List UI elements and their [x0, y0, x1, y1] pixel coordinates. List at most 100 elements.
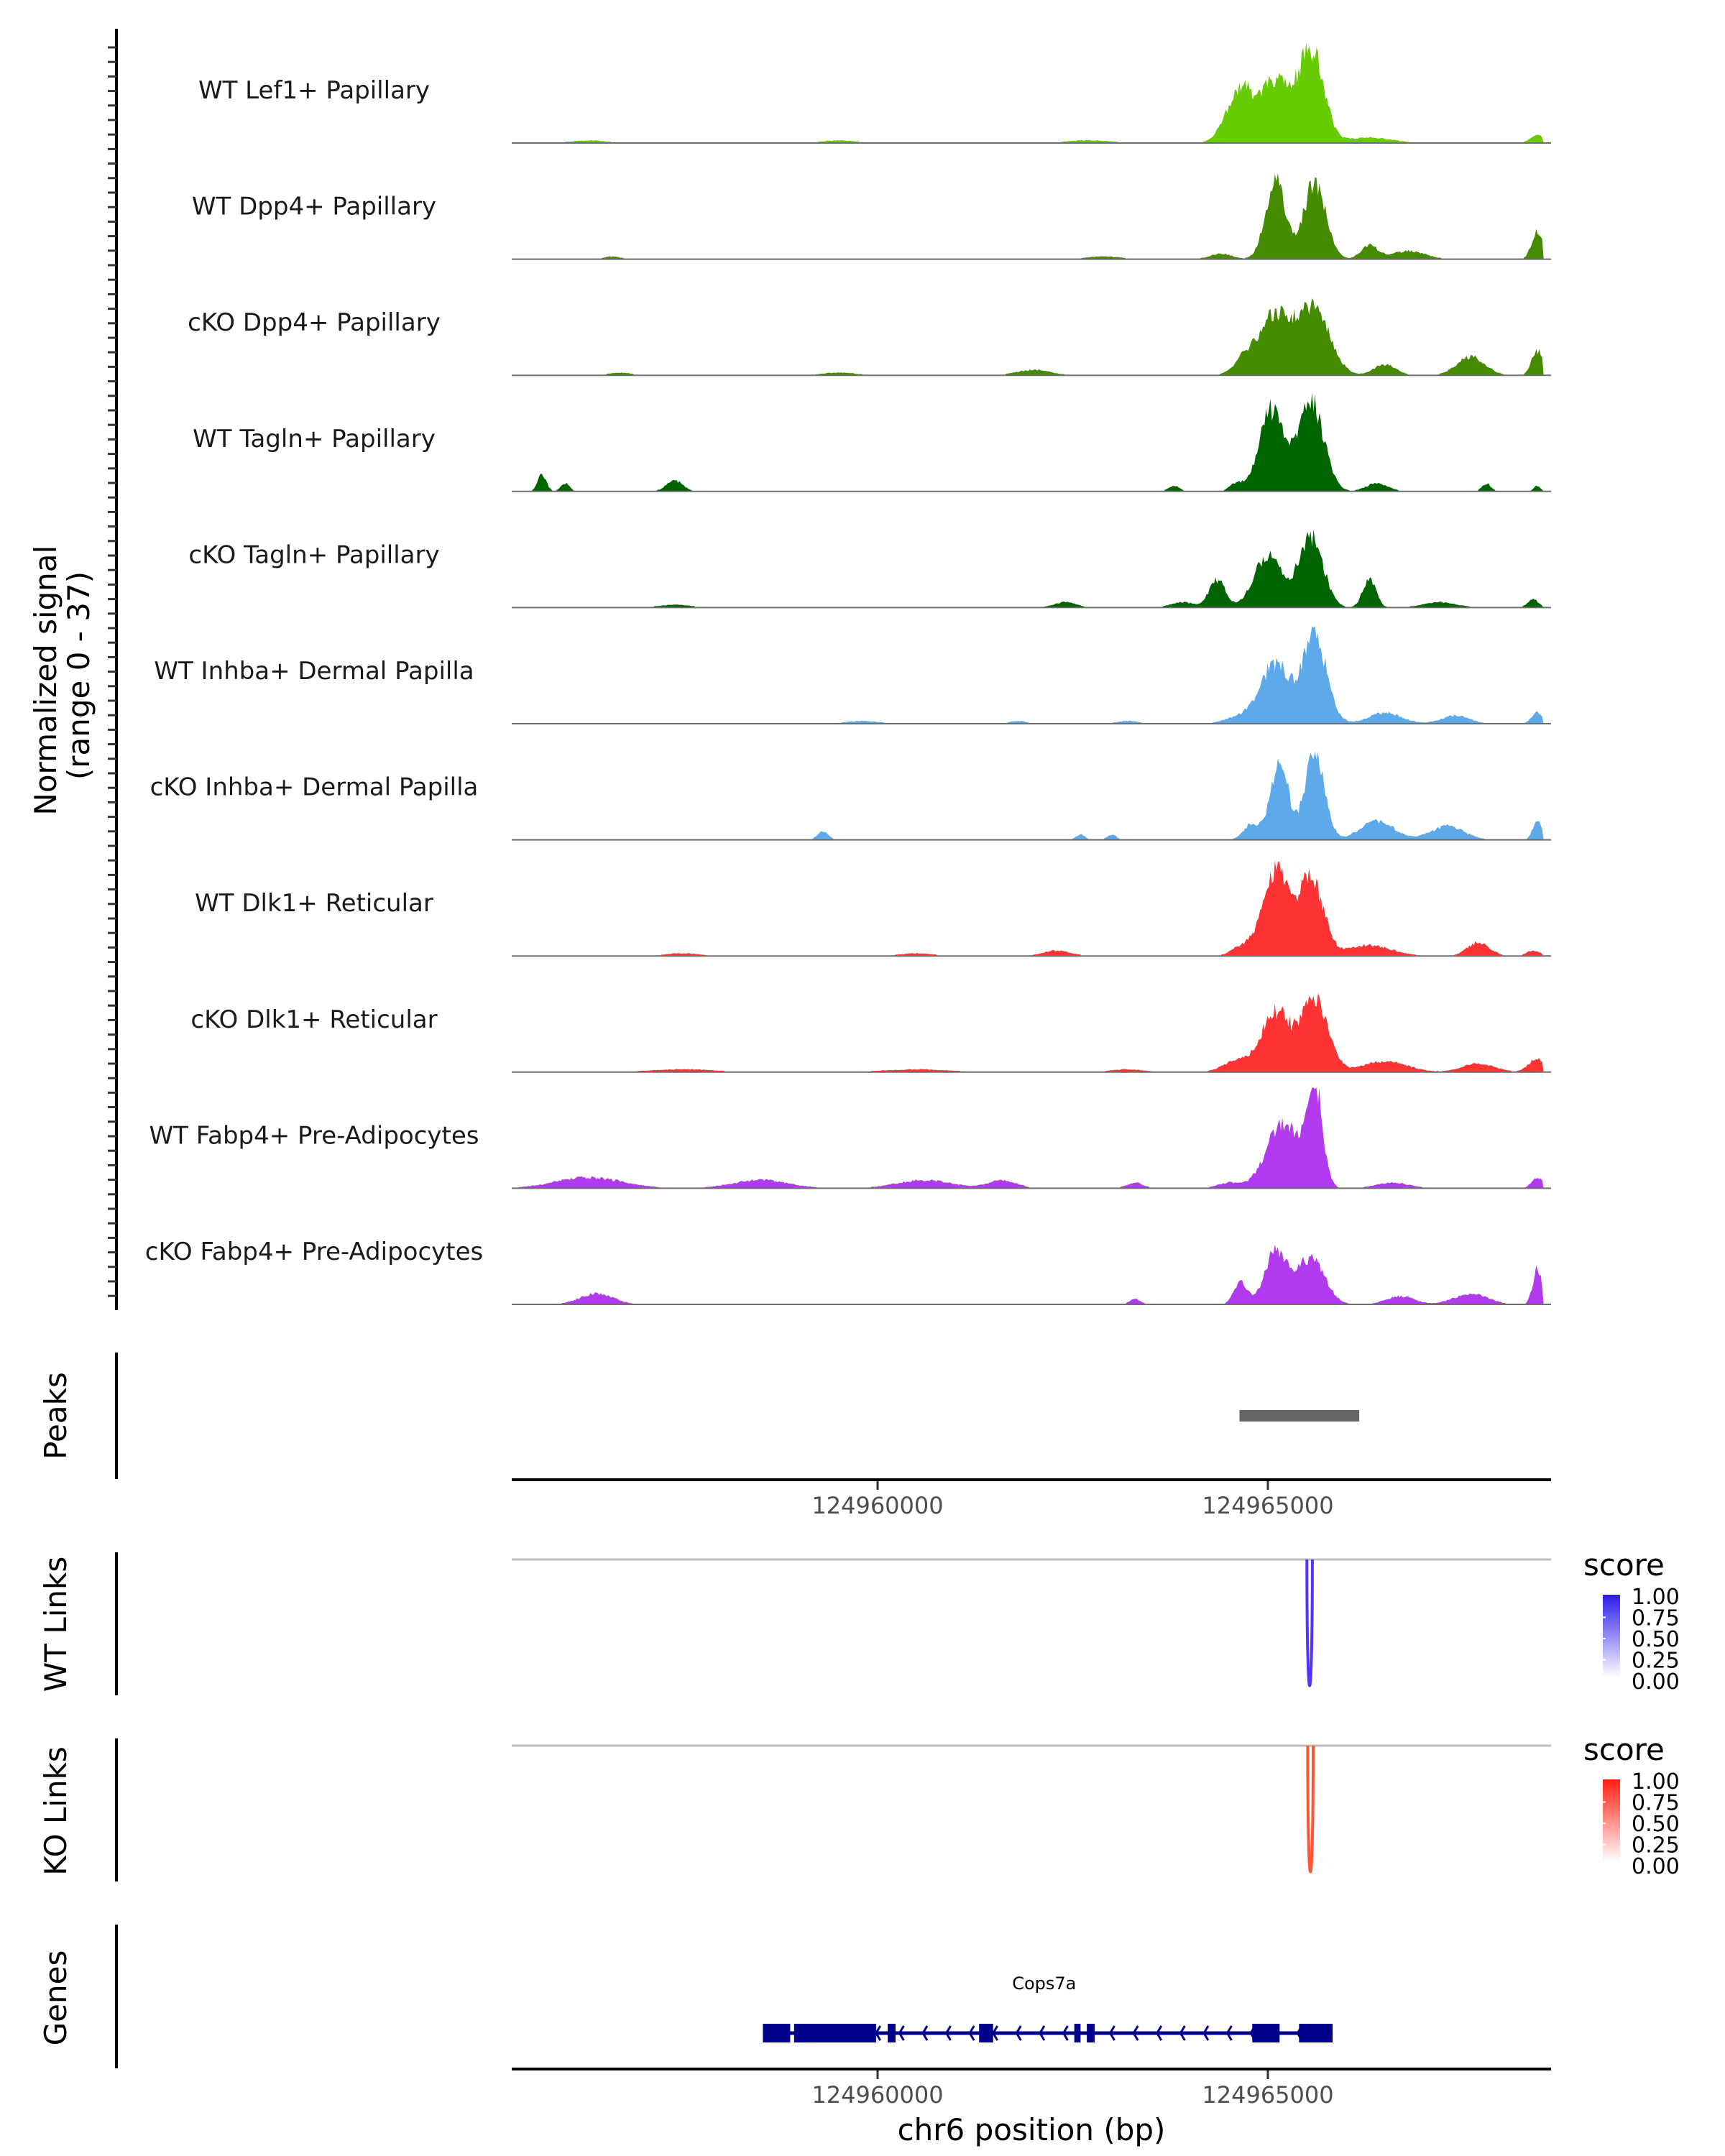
legend-tick-label: 0.50: [1632, 1627, 1680, 1652]
coverage-track: WT Dlk1+ Reticular: [195, 860, 1551, 957]
x-tick-label: 124965000: [1202, 2081, 1333, 2109]
wt-links-track-label: WT Links: [38, 1557, 73, 1692]
coverage-area: [512, 1244, 1551, 1304]
legend-tick-label: 0.50: [1632, 1812, 1680, 1837]
ko-legend-title: score: [1583, 1732, 1665, 1767]
coverage-area: [512, 993, 1551, 1072]
x-axis-title: chr6 position (bp): [898, 2112, 1166, 2147]
gene-exon: [888, 2024, 896, 2042]
coverage-y-ticks: [108, 46, 116, 1297]
x-tick-label: 124960000: [811, 2081, 943, 2109]
peak-regions: [1239, 1410, 1360, 1422]
strand-arrow: [1015, 2025, 1022, 2041]
genes-x-ticks: 124960000 124965000: [811, 2070, 1334, 2109]
strand-arrow: [968, 2025, 975, 2041]
strand-arrow: [1062, 2025, 1069, 2041]
coverage-track: WT Tagln+ Papillary: [193, 392, 1551, 492]
strand-arrow: [1202, 2025, 1210, 2041]
strand-arrow: [898, 2025, 905, 2041]
coverage-track: cKO Tagln+ Papillary: [188, 529, 1551, 609]
gene-exon: [852, 2024, 876, 2042]
gene-exon: [979, 2024, 993, 2042]
strand-arrow: [921, 2025, 929, 2041]
gene-exon: [1074, 2024, 1081, 2042]
legend-tick-label: 0.75: [1632, 1606, 1680, 1631]
gene-exon: [1299, 2024, 1333, 2042]
strand-arrow: [1132, 2025, 1139, 2041]
coverage-y-axis-title: Normalized signal (range 0 - 37): [28, 535, 96, 815]
ko-link-arc: [1306, 1745, 1315, 1874]
coverage-track: WT Fabp4+ Pre-Adipocytes: [150, 1087, 1551, 1189]
genes-track-label: Genes: [38, 1950, 73, 2046]
coverage-area: [512, 172, 1551, 259]
wt-legend-title: score: [1583, 1547, 1665, 1583]
x-tick-label: 124960000: [811, 1492, 943, 1519]
strand-arrow: [1225, 2025, 1233, 2041]
coverage-area: [512, 529, 1551, 608]
ko-legend-ticks: 1.000.750.500.250.00: [1603, 1769, 1680, 1879]
coverage-track: cKO Dpp4+ Papillary: [188, 298, 1551, 377]
ko-links-track: KO Links: [38, 1738, 1551, 1881]
coverage-track-label: cKO Fabp4+ Pre-Adipocytes: [145, 1238, 484, 1266]
strand-arrow: [1156, 2025, 1163, 2041]
coverage-area: [512, 751, 1551, 840]
coverage-area: [512, 626, 1551, 724]
legend-tick-label: 0.25: [1632, 1833, 1680, 1858]
gene-exon: [1087, 2024, 1095, 2042]
coverage-track-label: WT Dlk1+ Reticular: [195, 889, 433, 918]
peaks-x-ticks: 124960000 124965000: [811, 1481, 1334, 1519]
coverage-track: cKO Fabp4+ Pre-Adipocytes: [145, 1238, 1551, 1305]
coverage-area: [512, 860, 1551, 957]
coverage-area: [512, 42, 1551, 143]
genes-track: Genes Cops7a 124960000 124965000 chr6 pos…: [38, 1925, 1551, 2147]
strand-arrow: [1179, 2025, 1186, 2041]
legend-tick-label: 1.00: [1632, 1585, 1680, 1610]
strand-arrow: [944, 2025, 952, 2041]
coverage-y-axis-title-line2: (range 0 - 37): [61, 571, 96, 780]
coverage-area: [512, 392, 1551, 492]
coverage-tracks: WT Lef1+ Papillary WT Dpp4+ Papillary cKO …: [145, 42, 1551, 1305]
legend-tick-label: 0.00: [1632, 1854, 1680, 1879]
gene-model: Cops7a: [763, 1973, 1333, 2042]
coverage-track: WT Dpp4+ Papillary: [192, 172, 1551, 260]
peak-region: [1239, 1410, 1360, 1422]
peaks-track: Peaks 124960000 124965000: [38, 1353, 1551, 1519]
ko-links-track-label: KO Links: [38, 1746, 73, 1876]
coverage-track: WT Inhba+ Dermal Papilla: [154, 626, 1551, 724]
wt-links-legend: score 1.000.750.500.250.00: [1583, 1547, 1680, 1695]
coverage-track-label: WT Inhba+ Dermal Papilla: [154, 657, 474, 686]
coverage-track-label: WT Fabp4+ Pre-Adipocytes: [150, 1121, 479, 1150]
wt-link-arc: [1305, 1559, 1314, 1687]
strand-arrow: [1039, 2025, 1046, 2041]
coverage-track: cKO Dlk1+ Reticular: [190, 993, 1551, 1073]
ko-legend-colorbar: [1603, 1779, 1620, 1862]
coverage-track-label: cKO Dpp4+ Papillary: [188, 308, 441, 337]
wt-legend-colorbar: [1603, 1595, 1620, 1677]
gene-exon: [763, 2024, 791, 2042]
legend-tick-label: 0.25: [1632, 1649, 1680, 1674]
x-tick-label: 124965000: [1202, 1492, 1333, 1519]
legend-tick-label: 0.75: [1632, 1791, 1680, 1816]
gene-exon: [1252, 2024, 1280, 2042]
gene-exon: [823, 2024, 855, 2042]
strand-arrow: [1108, 2025, 1116, 2041]
peaks-track-label: Peaks: [38, 1372, 73, 1460]
coverage-track-label: WT Lef1+ Papillary: [198, 76, 430, 105]
coverage-area: [512, 298, 1551, 376]
coverage-track-label: WT Dpp4+ Papillary: [192, 193, 436, 221]
coverage-track: cKO Inhba+ Dermal Papilla: [150, 751, 1551, 841]
coverage-track-label: cKO Dlk1+ Reticular: [190, 1005, 437, 1034]
legend-tick-label: 0.00: [1632, 1669, 1680, 1695]
coverage-y-axis-title-line1: Normalized signal: [28, 545, 63, 816]
legend-tick-label: 1.00: [1632, 1769, 1680, 1795]
coverage-track: WT Lef1+ Papillary: [198, 42, 1551, 144]
gene-name-label: Cops7a: [1012, 1973, 1076, 1994]
wt-legend-ticks: 1.000.750.500.250.00: [1603, 1585, 1680, 1695]
coverage-y-axis: Normalized signal (range 0 - 37): [28, 29, 118, 1310]
ko-links-legend: score 1.000.750.500.250.00: [1583, 1732, 1680, 1879]
coverage-track-label: WT Tagln+ Papillary: [193, 425, 436, 453]
coverage-track-label: cKO Inhba+ Dermal Papilla: [150, 773, 479, 802]
gene-exon: [794, 2024, 823, 2042]
gene-models: Cops7a: [763, 1973, 1333, 2042]
